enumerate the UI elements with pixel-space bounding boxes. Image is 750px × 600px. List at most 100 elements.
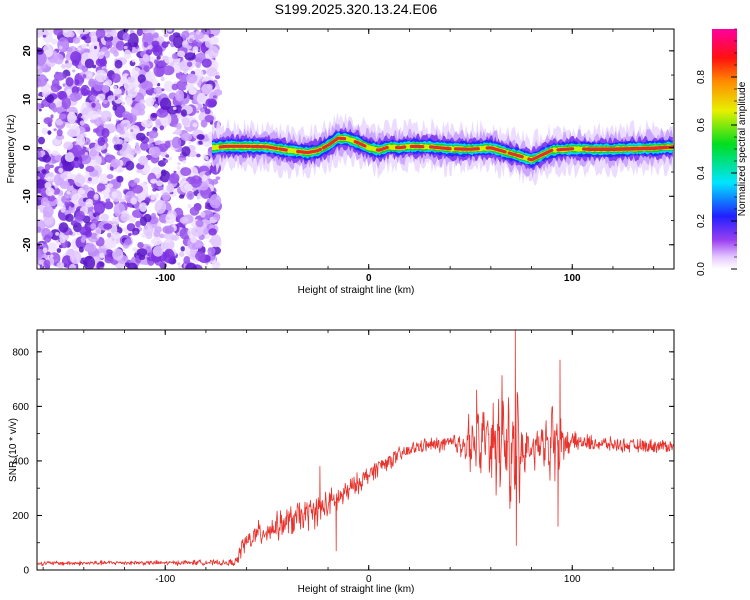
noise-speckle [90,35,98,44]
noise-speckle [44,182,52,189]
noise-speckle [123,45,128,50]
noise-speckle [138,155,149,166]
noise-speckle [43,234,52,243]
snr-series-line [37,330,674,567]
noise-speckle [181,146,191,157]
colorbar-tick-label: 0.6 [696,118,707,132]
noise-speckle [69,250,82,265]
noise-speckle [135,142,139,147]
noise-speckle [177,50,186,58]
signal-band-core [296,147,323,155]
noise-speckle [64,152,75,163]
noise-speckle [85,198,94,208]
snr-y-tick-label: 400 [12,456,29,467]
noise-speckle [53,128,57,132]
spectrogram-x-tick-label: 0 [366,273,372,284]
noise-speckle [148,130,159,139]
noise-speckle [114,59,123,69]
noise-speckle [151,40,160,47]
noise-speckle [41,169,47,174]
noise-speckle [127,85,138,99]
noise-speckle [196,92,207,105]
noise-speckle [65,62,72,69]
noise-speckle [202,104,208,110]
noise-speckle [42,247,48,254]
noise-speckle [141,119,153,128]
noise-speckle [97,51,104,60]
noise-speckle [88,211,92,216]
noise-speckle [56,85,61,88]
noise-speckle [154,226,162,233]
noise-speckle [86,90,93,97]
noise-speckle [77,47,81,51]
noise-speckle [195,251,206,262]
noise-speckle [56,129,63,137]
signal-band-core [278,147,288,152]
noise-speckle [177,162,181,166]
noise-speckle [160,76,165,82]
noise-speckle [179,216,189,224]
signal-band-core [395,145,407,150]
noise-speckle [215,176,221,180]
noise-speckle [136,169,142,174]
noise-speckle [204,155,209,160]
noise-speckle [67,111,77,124]
noise-speckle [155,67,165,77]
noise-speckle [72,144,83,158]
spectrogram-y-tick-label: 0 [22,145,33,151]
noise-speckle [189,206,200,216]
noise-speckle [206,161,211,166]
noise-speckle [211,260,221,269]
noise-speckle [171,234,179,241]
noise-speckle [47,130,52,136]
signal-band-core [556,147,575,152]
noise-speckle [37,74,48,87]
noise-speckle [46,94,55,104]
noise-speckle [55,119,64,126]
noise-speckle [104,238,114,249]
noise-speckle [135,220,141,228]
colorbar-tick-label: 0.4 [696,166,707,180]
noise-speckle [134,145,142,155]
noise-speckle [121,101,125,106]
noise-speckle [155,192,160,198]
noise-speckle [63,141,74,150]
signal-band-core [507,151,524,159]
noise-speckle [88,73,93,77]
noise-speckle [75,210,85,221]
noise-speckle [102,99,108,105]
noise-speckle [208,228,217,236]
noise-speckle [161,41,169,48]
noise-speckle [133,177,140,184]
noise-speckle [107,95,116,102]
noise-speckle [175,90,185,102]
signal-band-core [453,147,480,151]
noise-speckle [144,197,151,204]
noise-speckle [84,243,97,253]
noise-speckle [120,198,125,203]
spectrogram-y-tick-label: -20 [22,237,33,252]
noise-speckle [190,236,197,243]
noise-speckle [196,153,201,158]
noise-speckle [43,259,51,269]
noise-speckle [70,51,82,64]
noise-speckle [141,80,153,91]
noise-speckle [109,166,114,171]
noise-speckle [124,238,132,246]
noise-speckle [40,197,50,207]
noise-speckle [204,29,210,35]
noise-speckle [84,152,89,156]
noise-speckle [152,245,164,257]
noise-speckle [191,226,204,237]
noise-speckle [137,74,146,84]
noise-speckle [94,69,107,83]
noise-speckle [103,192,110,200]
noise-speckle [42,205,54,218]
noise-speckle [198,182,209,191]
noise-speckle [79,120,85,126]
noise-speckle [136,29,143,36]
noise-speckle [133,42,138,48]
noise-speckle [180,246,185,252]
noise-speckle [37,248,44,258]
